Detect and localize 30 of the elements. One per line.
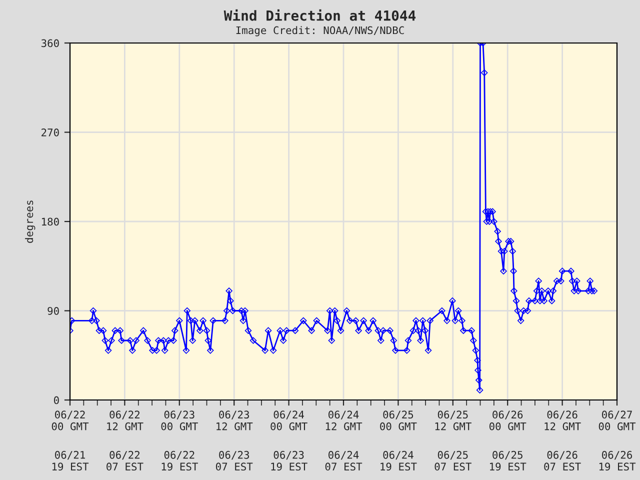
x-tick-label: 06/23 12 GMT (216, 410, 253, 430)
x2-tick-label: 06/26 19 EST (599, 450, 636, 471)
x-tick-label: 06/24 12 GMT (326, 410, 362, 430)
y-tick-label: 270 (42, 128, 59, 136)
y-tick-label: 0 (54, 396, 59, 404)
x-tick-label: 06/26 12 GMT (544, 410, 581, 430)
x2-tick-label: 06/25 19 EST (490, 450, 526, 471)
y-tick-label: 90 (48, 307, 59, 315)
x-tick-label: 06/22 00 GMT (52, 410, 89, 430)
x2-tick-label: 06/23 07 EST (216, 450, 253, 471)
x-tick-label: 06/25 12 GMT (435, 410, 472, 430)
x2-tick-label: 06/26 07 EST (544, 450, 581, 471)
x2-tick-label: 06/21 19 EST (52, 450, 89, 471)
chart-title: Wind Direction at 41044 (224, 9, 416, 21)
x-tick-label: 06/22 12 GMT (107, 410, 144, 430)
x2-tick-label: 06/24 19 EST (380, 450, 417, 471)
x-tick-label: 06/26 00 GMT (489, 410, 526, 430)
x2-tick-label: 06/23 19 EST (271, 450, 308, 471)
x2-tick-label: 06/22 19 EST (162, 450, 198, 471)
x2-tick-label: 06/22 07 EST (106, 450, 144, 471)
x2-tick-label: 06/25 07 EST (434, 450, 472, 471)
x2-tick-label: 06/24 07 EST (325, 450, 362, 471)
y-axis-title: degrees (25, 200, 36, 243)
x-tick-label: 06/24 00 GMT (270, 410, 308, 430)
x-tick-label: 06/23 00 GMT (161, 410, 198, 430)
chart-subtitle: Image Credit: NOAA/NWS/NDBC (236, 26, 404, 36)
x-tick-label: 06/25 00 GMT (380, 410, 417, 430)
y-tick-label: 180 (42, 218, 59, 226)
x-tick-label: 06/27 00 GMT (598, 410, 636, 430)
y-tick-label: 360 (41, 39, 59, 48)
